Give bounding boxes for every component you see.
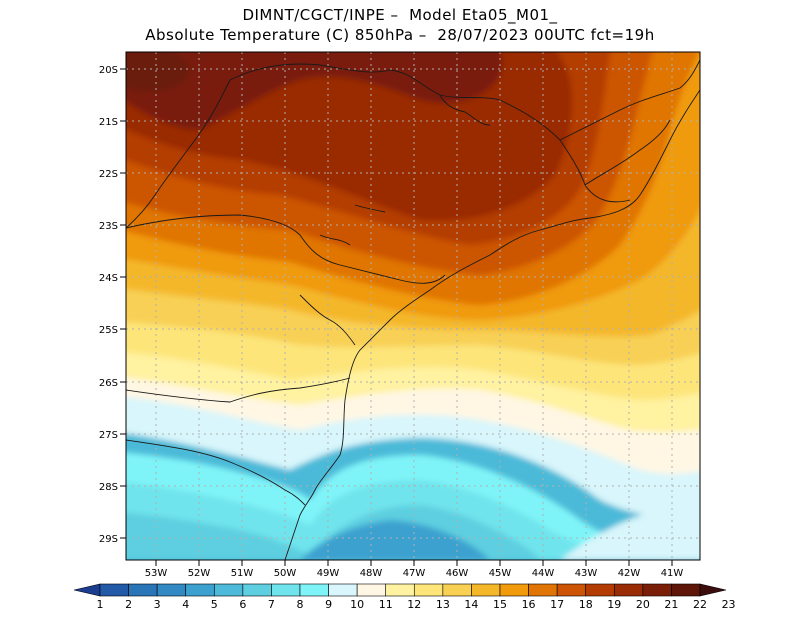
lon-label: 41W bbox=[661, 568, 684, 579]
colorbar-swatch bbox=[671, 583, 701, 597]
colorbar-label: 2 bbox=[125, 598, 132, 611]
borders bbox=[126, 59, 700, 560]
colorbar-swatch bbox=[156, 583, 187, 597]
colorbar-label: 5 bbox=[211, 598, 218, 611]
colorbar-arrow-left bbox=[73, 583, 101, 597]
colorbar-swatch bbox=[556, 583, 587, 597]
colorbar-swatch bbox=[642, 583, 672, 597]
lon-label: 53W bbox=[145, 568, 168, 579]
colorbar-swatch bbox=[613, 583, 644, 597]
colorbar-label: 20 bbox=[636, 598, 650, 611]
colorbar-swatch bbox=[242, 583, 272, 597]
colorbar-swatch bbox=[299, 583, 329, 597]
colorbar-label: 7 bbox=[268, 598, 275, 611]
colorbar-label: 21 bbox=[664, 598, 678, 611]
chart-title-line1: DIMNT/CGCT/INPE – Model Eta05_M01_ bbox=[242, 6, 558, 24]
chart-title-line2: Absolute Temperature (C) 850hPa – 28/07/… bbox=[145, 26, 655, 44]
colorbar-swatch bbox=[585, 583, 615, 597]
colorbar-swatch bbox=[213, 583, 244, 597]
lon-label: 47W bbox=[403, 568, 426, 579]
lat-label: 27S bbox=[99, 430, 118, 441]
colorbar-swatch bbox=[185, 583, 215, 597]
colorbar-swatch bbox=[528, 583, 558, 597]
lon-label: 45W bbox=[489, 568, 512, 579]
map-frame bbox=[125, 51, 701, 561]
colorbar-swatch bbox=[271, 583, 301, 597]
colorbar-label: 9 bbox=[325, 598, 332, 611]
colorbar-label: 19 bbox=[607, 598, 621, 611]
colorbar-swatch bbox=[442, 583, 472, 597]
lon-label: 50W bbox=[274, 568, 297, 579]
lat-label: 26S bbox=[99, 378, 118, 389]
lat-label: 25S bbox=[99, 325, 118, 336]
lon-label: 48W bbox=[360, 568, 383, 579]
colorbar-label: 16 bbox=[522, 598, 536, 611]
colorbar-label: 11 bbox=[379, 598, 393, 611]
colorbar-label: 12 bbox=[407, 598, 421, 611]
tick-marks bbox=[120, 68, 673, 566]
colorbar-swatch bbox=[99, 583, 129, 597]
lon-label: 52W bbox=[188, 568, 211, 579]
colorbar-swatch bbox=[356, 583, 387, 597]
colorbar-label: 14 bbox=[464, 598, 478, 611]
lat-label: 29S bbox=[99, 534, 118, 545]
colorbar-label: 1 bbox=[97, 598, 104, 611]
colorbar-swatch bbox=[328, 583, 358, 597]
colorbar-label: 10 bbox=[350, 598, 364, 611]
lon-label: 49W bbox=[317, 568, 340, 579]
lon-label: 46W bbox=[446, 568, 469, 579]
colorbar-label: 15 bbox=[493, 598, 507, 611]
colorbar-label: 23 bbox=[722, 598, 736, 611]
colorbar-swatch bbox=[385, 583, 415, 597]
colorbar-label: 6 bbox=[239, 598, 246, 611]
colorbar-arrow-right bbox=[699, 583, 727, 597]
colorbar-label: 22 bbox=[693, 598, 707, 611]
colorbar-swatch bbox=[471, 583, 501, 597]
colorbar-label: 8 bbox=[297, 598, 304, 611]
colorbar: 1 2 3 4 5 6 7 8 9 10 11 12 13 14 15 16 17 18 19 20 21 22 23 bbox=[73, 583, 736, 611]
lat-label: 24S bbox=[99, 273, 118, 284]
temperature-field bbox=[126, 52, 700, 560]
lon-label: 42W bbox=[618, 568, 641, 579]
graticule bbox=[126, 52, 700, 560]
colorbar-label: 3 bbox=[154, 598, 161, 611]
lon-label: 43W bbox=[575, 568, 598, 579]
lon-label: 44W bbox=[532, 568, 555, 579]
latitude-labels: 20S 21S 22S 23S 24S 25S 26S 27S 28S 29S bbox=[99, 65, 118, 545]
longitude-labels: 53W 52W 51W 50W 49W 48W 47W 46W 45W 44W … bbox=[145, 568, 684, 579]
lat-label: 22S bbox=[99, 169, 118, 180]
colorbar-swatch bbox=[499, 583, 529, 597]
lat-label: 23S bbox=[99, 221, 118, 232]
colorbar-label: 4 bbox=[182, 598, 189, 611]
colorbar-swatch bbox=[413, 583, 444, 597]
lat-label: 21S bbox=[99, 117, 118, 128]
colorbar-label: 13 bbox=[436, 598, 450, 611]
colorbar-label: 18 bbox=[579, 598, 593, 611]
lon-label: 51W bbox=[231, 568, 254, 579]
colorbar-label: 17 bbox=[550, 598, 564, 611]
lat-label: 28S bbox=[99, 482, 118, 493]
lat-label: 20S bbox=[99, 65, 118, 76]
colorbar-swatch bbox=[128, 583, 158, 597]
